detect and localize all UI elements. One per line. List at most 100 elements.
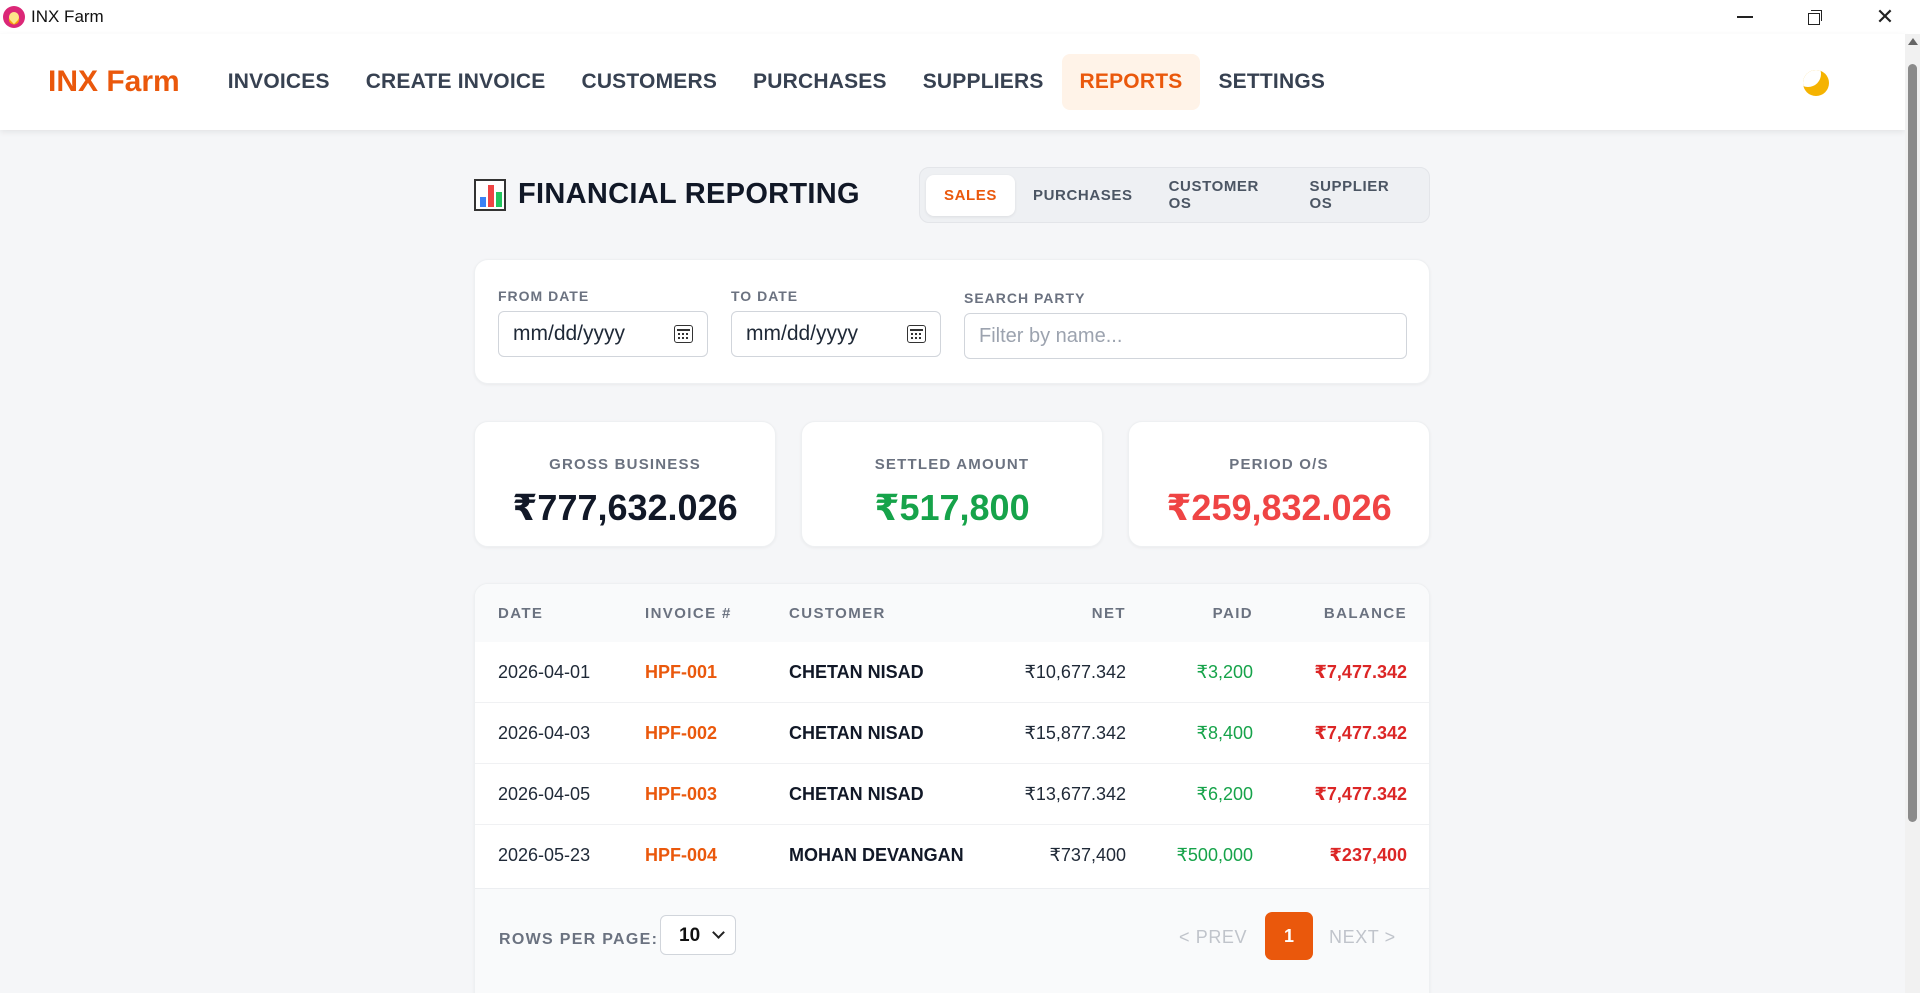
- table-row[interactable]: 2026-04-05 HPF-003 CHETAN NISAD ₹13,677.…: [475, 764, 1429, 825]
- cell-net: ₹10,677.342: [1024, 662, 1126, 682]
- search-party-input[interactable]: Filter by name...: [964, 313, 1407, 359]
- calendar-icon[interactable]: [674, 325, 693, 343]
- brand-logo[interactable]: INX Farm: [48, 65, 180, 98]
- page-scrollbar[interactable]: [1905, 34, 1920, 993]
- scroll-thumb[interactable]: [1908, 64, 1917, 822]
- next-page-button[interactable]: NEXT >: [1329, 927, 1396, 947]
- nav-create-invoice[interactable]: CREATE INVOICE: [365, 70, 546, 93]
- from-date-input[interactable]: mm/dd/yyyy: [498, 311, 708, 357]
- window-titlebar: INX Farm ✕: [0, 0, 1920, 34]
- cell-customer: CHETAN NISAD: [789, 784, 924, 804]
- close-button[interactable]: ✕: [1850, 0, 1920, 34]
- to-date-field: TO DATE mm/dd/yyyy: [731, 288, 941, 357]
- cell-balance: ₹237,400: [1329, 845, 1407, 865]
- nav-purchases[interactable]: PURCHASES: [753, 70, 887, 93]
- page-1-button[interactable]: 1: [1265, 912, 1313, 960]
- table-header: DATE INVOICE # CUSTOMER NET PAID BALANCE: [475, 584, 1429, 642]
- from-date-field: FROM DATE mm/dd/yyyy: [498, 288, 708, 357]
- table-row[interactable]: 2026-05-23 HPF-004 MOHAN DEVANGAN ₹737,4…: [475, 825, 1429, 886]
- prev-page-button[interactable]: < PREV: [1179, 927, 1248, 947]
- cell-invoice-link[interactable]: HPF-001: [645, 662, 718, 682]
- restore-icon: [1808, 10, 1822, 25]
- table-row[interactable]: 2026-04-03 HPF-002 CHETAN NISAD ₹15,877.…: [475, 703, 1429, 764]
- rows-per-page-label: ROWS PER PAGE:: [499, 931, 659, 948]
- cell-customer: MOHAN DEVANGAN: [789, 845, 964, 865]
- tab-sales[interactable]: SALES: [926, 174, 1016, 216]
- cell-balance: ₹7,477.342: [1314, 662, 1407, 682]
- stat-gross-business: GROSS BUSINESS ₹777,632.026: [474, 421, 776, 547]
- scroll-up-icon[interactable]: [1908, 38, 1918, 45]
- stat-value: ₹259,832.026: [1166, 487, 1392, 528]
- cell-net: ₹15,877.342: [1024, 723, 1126, 743]
- minimize-button[interactable]: [1710, 0, 1780, 34]
- col-paid[interactable]: PAID: [1212, 605, 1253, 622]
- stat-label: SETTLED AMOUNT: [874, 456, 1030, 473]
- to-date-label: TO DATE: [731, 288, 799, 304]
- app-header: INX Farm INVOICES CREATE INVOICE CUSTOME…: [0, 34, 1905, 130]
- cell-balance: ₹7,477.342: [1314, 723, 1407, 743]
- nav-reports[interactable]: REPORTS: [1061, 54, 1201, 110]
- cell-customer: CHETAN NISAD: [789, 662, 924, 682]
- cell-net: ₹737,400: [1049, 845, 1126, 865]
- cell-paid: ₹8,400: [1196, 723, 1254, 743]
- calendar-icon[interactable]: [907, 325, 926, 343]
- moon-icon: [1803, 70, 1829, 96]
- cell-date: 2026-05-23: [498, 845, 591, 865]
- cell-date: 2026-04-03: [498, 723, 591, 743]
- cell-net: ₹13,677.342: [1024, 784, 1126, 804]
- cell-paid: ₹6,200: [1196, 784, 1254, 804]
- rows-per-page-select[interactable]: 10: [660, 915, 736, 955]
- window-controls: ✕: [1710, 0, 1920, 34]
- rows-per-page-value: 10: [679, 925, 701, 946]
- stat-value: ₹777,632.026: [512, 487, 738, 528]
- search-party-placeholder: Filter by name...: [979, 324, 1123, 347]
- cell-customer: CHETAN NISAD: [789, 723, 924, 743]
- cell-paid: ₹3,200: [1196, 662, 1254, 682]
- cell-date: 2026-04-05: [498, 784, 591, 804]
- cell-paid: ₹500,000: [1176, 845, 1253, 865]
- stat-period-os: PERIOD O/S ₹259,832.026: [1128, 421, 1430, 547]
- filters-card: FROM DATE mm/dd/yyyy TO DATE mm/dd/yyyy …: [474, 259, 1430, 384]
- tab-supplier-os[interactable]: SUPPLIER OS: [1309, 178, 1390, 212]
- cell-invoice-link[interactable]: HPF-003: [645, 784, 718, 804]
- stat-value: ₹517,800: [874, 487, 1030, 528]
- invoices-table: DATE INVOICE # CUSTOMER NET PAID BALANCE…: [474, 583, 1430, 993]
- to-date-value: mm/dd/yyyy: [746, 322, 859, 345]
- tab-purchases[interactable]: PURCHASES: [1033, 186, 1133, 204]
- tab-customer-os[interactable]: CUSTOMER OS: [1168, 178, 1259, 212]
- cell-date: 2026-04-01: [498, 662, 591, 682]
- from-date-label: FROM DATE: [498, 288, 590, 304]
- stat-label: PERIOD O/S: [1229, 456, 1329, 473]
- page-header: FINANCIAL REPORTING SALES PURCHASES CUST…: [474, 167, 1430, 223]
- search-party-field: SEARCH PARTY Filter by name...: [964, 290, 1407, 359]
- table-pagination: ROWS PER PAGE: 10 < PREV 1 NEXT >: [475, 888, 1429, 993]
- col-date[interactable]: DATE: [498, 605, 544, 622]
- from-date-value: mm/dd/yyyy: [513, 322, 626, 345]
- theme-toggle-button[interactable]: [1799, 66, 1833, 100]
- col-invoice[interactable]: INVOICE #: [645, 605, 732, 622]
- page-title: FINANCIAL REPORTING: [474, 178, 860, 211]
- main-nav: INVOICES CREATE INVOICE CUSTOMERS PURCHA…: [210, 54, 1343, 110]
- cell-invoice-link[interactable]: HPF-004: [645, 845, 718, 865]
- nav-suppliers[interactable]: SUPPLIERS: [922, 70, 1044, 93]
- nav-settings[interactable]: SETTINGS: [1218, 70, 1326, 93]
- stat-label: GROSS BUSINESS: [549, 456, 701, 473]
- col-customer[interactable]: CUSTOMER: [789, 605, 886, 622]
- restore-button[interactable]: [1780, 0, 1850, 34]
- minimize-icon: [1737, 16, 1753, 18]
- col-net[interactable]: NET: [1091, 605, 1126, 622]
- close-icon: ✕: [1875, 4, 1895, 29]
- cell-balance: ₹7,477.342: [1314, 784, 1407, 804]
- window-title: INX Farm: [31, 7, 104, 26]
- app-logo-icon: [3, 6, 25, 28]
- nav-customers[interactable]: CUSTOMERS: [581, 70, 718, 93]
- table-row[interactable]: 2026-04-01 HPF-001 CHETAN NISAD ₹10,677.…: [475, 642, 1429, 703]
- summary-stats: GROSS BUSINESS ₹777,632.026 SETTLED AMOU…: [474, 421, 1430, 547]
- nav-invoices[interactable]: INVOICES: [227, 70, 330, 93]
- report-tabs: SALES PURCHASES CUSTOMER OS SUPPLIER OS: [919, 167, 1430, 223]
- bar-chart-icon: [474, 178, 506, 211]
- search-party-label: SEARCH PARTY: [964, 290, 1086, 306]
- to-date-input[interactable]: mm/dd/yyyy: [731, 311, 941, 357]
- col-balance[interactable]: BALANCE: [1323, 605, 1407, 622]
- cell-invoice-link[interactable]: HPF-002: [645, 723, 718, 743]
